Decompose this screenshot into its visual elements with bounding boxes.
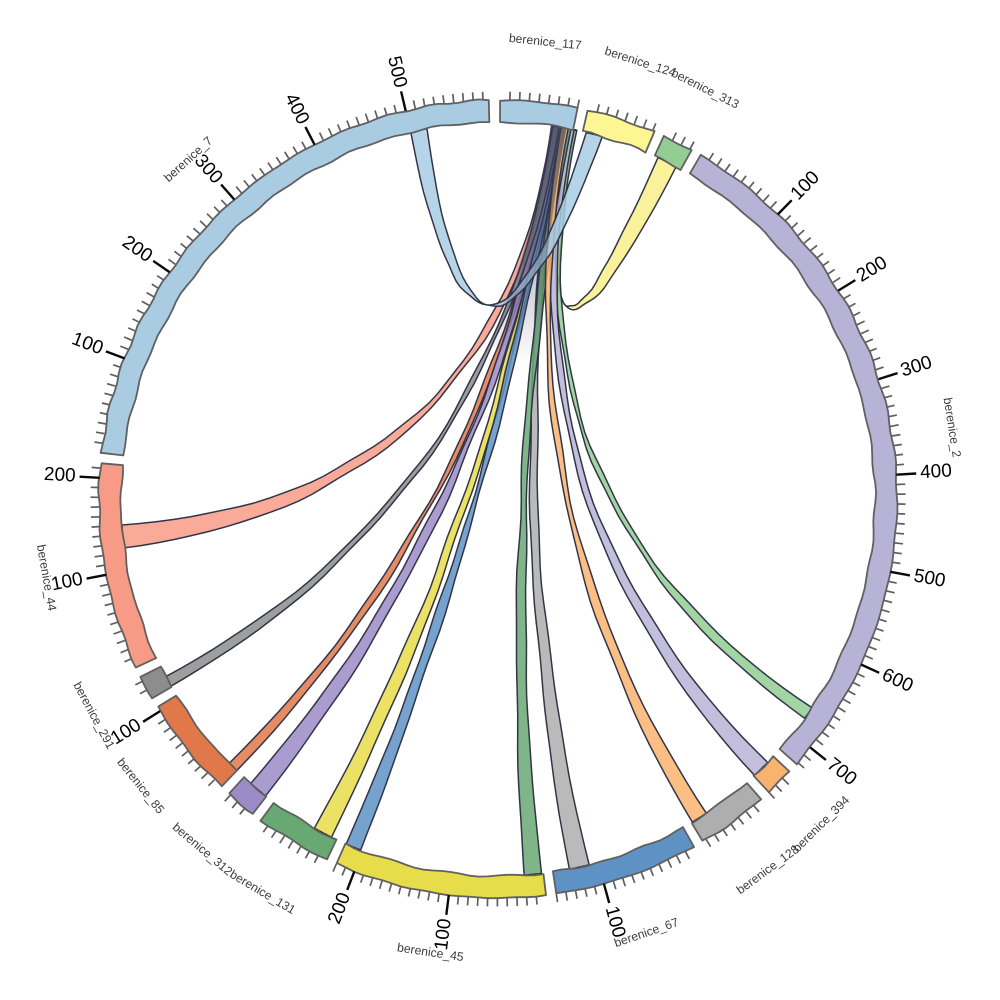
svg-text:100: 100: [431, 917, 456, 951]
svg-text:400: 400: [920, 460, 953, 483]
svg-text:200: 200: [43, 464, 76, 487]
